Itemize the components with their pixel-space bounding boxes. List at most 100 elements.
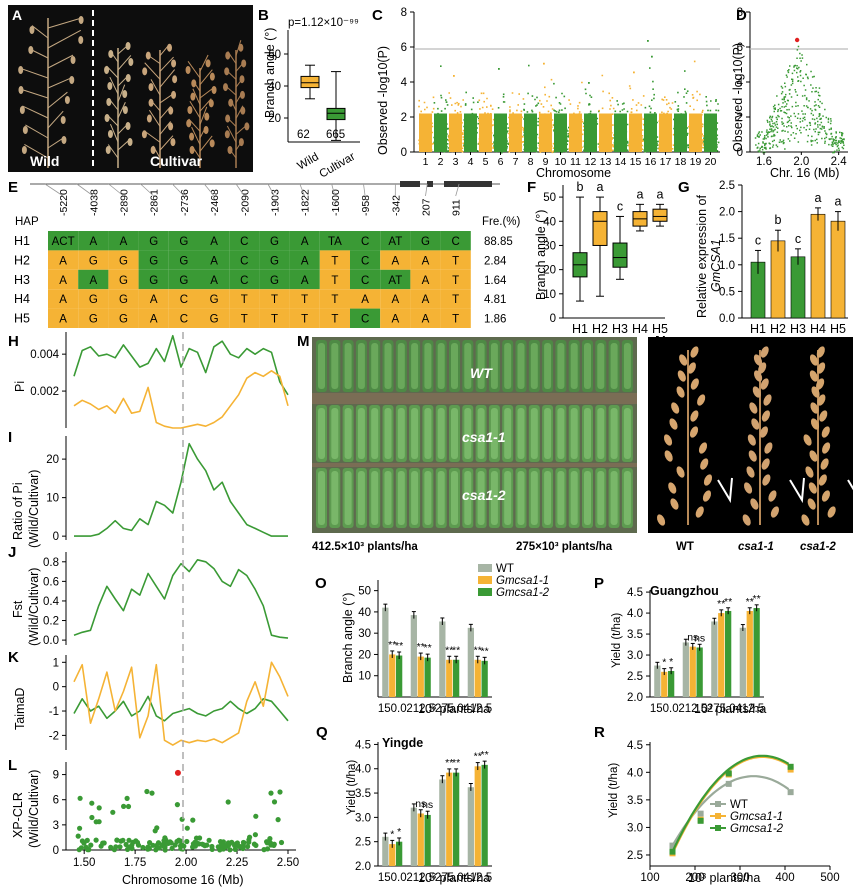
allele: T	[452, 314, 459, 326]
chromosome-label: 17	[660, 156, 672, 168]
panel-label: G	[678, 179, 690, 196]
xpclr-point	[140, 844, 146, 851]
plant-highlight	[357, 408, 365, 459]
x-axis-label: 10³ plants/ha	[694, 702, 766, 716]
position-label: -2468	[209, 189, 221, 216]
hap-name: H2	[14, 253, 30, 267]
allele: G	[270, 255, 279, 267]
pod	[747, 434, 756, 446]
allele-cell	[138, 250, 169, 270]
plant-highlight	[384, 408, 392, 459]
x-tick-label: 2.4	[831, 156, 848, 168]
dense-points	[449, 113, 462, 152]
pod	[805, 466, 814, 478]
position-label: -1600	[330, 189, 342, 216]
chromosome-label: 13	[600, 156, 612, 168]
plant-branch	[150, 79, 161, 96]
xpclr-point	[197, 835, 203, 841]
plant-highlight	[451, 408, 458, 459]
exon	[427, 181, 433, 187]
allele-cell	[168, 269, 199, 290]
fit-curve	[671, 754, 790, 853]
allele-cell	[319, 308, 350, 328]
pod	[687, 362, 696, 374]
wild-label: Wild	[30, 153, 59, 169]
plant-pod	[125, 122, 131, 130]
allele: C	[240, 275, 248, 287]
plant-highlight	[517, 471, 525, 525]
significance: **	[452, 644, 460, 656]
pod	[677, 370, 686, 382]
xpclr-point	[111, 847, 117, 853]
y-tick-label: 0.5	[719, 286, 735, 298]
allele: A	[422, 275, 430, 287]
bar	[770, 240, 786, 319]
position-connectors: -5220 -4038 -2890 -2861 -2736 -2468 -2090 -1903…	[44, 183, 463, 216]
plant-highlight	[544, 471, 552, 525]
position-label: -2861	[149, 189, 161, 216]
plant-pod	[142, 67, 148, 76]
plant-highlight	[584, 408, 591, 459]
xpclr-point	[275, 817, 281, 823]
bar	[654, 665, 661, 697]
y-tick-label: 10	[358, 671, 371, 683]
pod	[697, 394, 706, 406]
dense-points	[614, 113, 627, 152]
legend-label: WT	[496, 563, 514, 575]
y-tick-label: 20	[358, 649, 371, 661]
allele-cell	[259, 269, 290, 290]
allele: A	[301, 275, 309, 287]
plant-pod	[64, 96, 70, 104]
y-tick-label: 4.0	[355, 764, 371, 776]
outlier-point	[588, 82, 590, 84]
xpclr-point	[220, 841, 227, 847]
xpclr-point	[278, 839, 285, 846]
pod	[676, 386, 685, 398]
significance: **	[445, 757, 453, 769]
bar	[382, 836, 389, 866]
bar	[417, 656, 424, 697]
plant-pod	[204, 112, 210, 121]
xpclr-point	[252, 832, 258, 838]
category-label: H2	[592, 322, 608, 336]
y-tick-label: 0	[550, 313, 556, 325]
allele: A	[89, 275, 97, 287]
allele: C	[361, 314, 369, 326]
xpclr-point	[240, 843, 246, 849]
bar	[661, 671, 668, 697]
allele-cell	[380, 269, 411, 290]
y-tick-label: 3.5	[627, 629, 643, 641]
allele-cell	[229, 308, 260, 328]
allele-cell	[319, 269, 350, 290]
allele: G	[421, 236, 430, 248]
plant-branch	[109, 76, 119, 95]
significance: **	[474, 751, 482, 763]
allele: A	[59, 255, 67, 267]
category-label: H3	[790, 322, 806, 336]
plant-branch	[199, 54, 209, 72]
allele: T	[452, 294, 459, 306]
pod	[742, 514, 751, 526]
bar	[790, 256, 806, 319]
pod	[801, 514, 810, 526]
plant-branch	[25, 124, 49, 139]
plant-highlight	[424, 408, 432, 459]
x-tick-label: 212.5	[406, 703, 435, 715]
panel-e: E -5220 -4038 -2890 -2861 -2736 -2468 -2090 -19…	[8, 179, 521, 328]
plant-highlight	[344, 471, 352, 525]
dense-points	[659, 113, 672, 152]
allele: C	[180, 314, 188, 326]
xpclr-point	[225, 799, 231, 805]
allele: A	[391, 255, 399, 267]
fst-curve	[73, 559, 289, 639]
plant-pod	[239, 75, 245, 84]
panel-label: E	[8, 179, 18, 196]
plot-label-wt: WT	[470, 365, 493, 381]
plant-highlight	[357, 343, 365, 389]
plant-branch	[47, 137, 65, 149]
significance: **	[452, 757, 460, 769]
y-tick-label: 4.5	[627, 587, 643, 599]
chromosome-label: 10	[555, 156, 567, 168]
allele-cell	[48, 269, 79, 290]
